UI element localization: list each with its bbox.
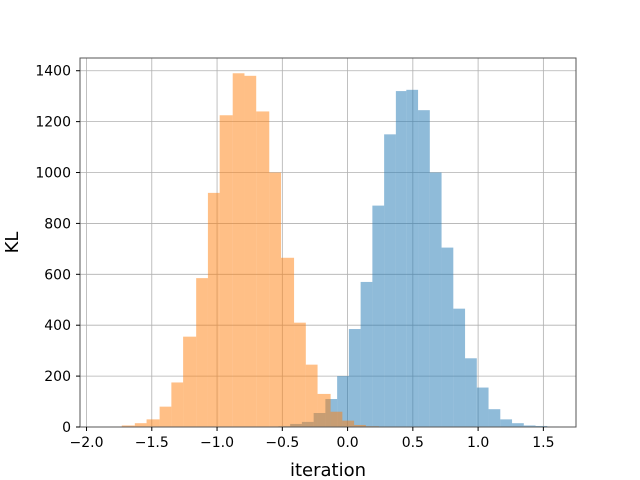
histogram-bar bbox=[488, 409, 501, 427]
x-tick-label: 0.5 bbox=[402, 435, 424, 451]
histogram-bar bbox=[342, 420, 355, 427]
histogram-bar bbox=[207, 192, 220, 427]
histogram-bar bbox=[523, 425, 536, 427]
x-tick-label: −1.0 bbox=[200, 435, 234, 451]
histogram-bar bbox=[219, 115, 233, 428]
histogram-bar bbox=[121, 425, 135, 427]
histogram-bar bbox=[465, 358, 477, 427]
histogram-bar bbox=[535, 425, 548, 427]
y-tick-label: 0 bbox=[62, 420, 71, 436]
y-tick-label: 400 bbox=[44, 318, 71, 334]
y-tick-label: 1400 bbox=[35, 64, 71, 80]
histogram-bar bbox=[337, 376, 349, 427]
histogram-bar bbox=[232, 73, 245, 427]
histogram-bar bbox=[453, 308, 466, 427]
y-tick-label: 800 bbox=[44, 216, 71, 232]
x-tick-label: −0.5 bbox=[265, 435, 299, 451]
grid-lines bbox=[80, 58, 576, 428]
histogram-bar bbox=[360, 281, 373, 427]
x-axis-label: iteration bbox=[290, 460, 366, 480]
histogram-bar bbox=[406, 89, 419, 427]
histogram-bar bbox=[500, 419, 513, 427]
x-tick-label: 1.5 bbox=[532, 435, 554, 451]
histogram-bar bbox=[418, 110, 430, 427]
histogram-bars bbox=[110, 73, 560, 428]
histogram-bar bbox=[269, 172, 282, 427]
histogram-bar bbox=[354, 424, 366, 427]
histogram-bar bbox=[348, 329, 361, 427]
histogram-bar bbox=[330, 411, 343, 427]
histogram-bar bbox=[476, 387, 489, 427]
histogram-bar bbox=[281, 257, 295, 427]
histogram-bar bbox=[384, 134, 396, 427]
axes-frame bbox=[79, 57, 577, 428]
histogram-bar bbox=[512, 423, 524, 427]
histogram-bar bbox=[159, 406, 172, 427]
histogram-bar bbox=[146, 419, 160, 427]
y-tick-label: 1200 bbox=[35, 115, 71, 131]
x-tick-label: −1.5 bbox=[135, 435, 169, 451]
histogram-bar bbox=[372, 205, 385, 427]
histogram-bar bbox=[305, 364, 318, 427]
y-tick-label: 1000 bbox=[35, 166, 71, 182]
histogram-bar bbox=[395, 91, 407, 427]
x-tick-label: 1.0 bbox=[467, 435, 489, 451]
x-tick-label: 0.0 bbox=[336, 435, 358, 451]
histogram-bar bbox=[256, 111, 270, 427]
y-tick-label: 600 bbox=[44, 267, 71, 283]
histogram-bar bbox=[134, 423, 147, 427]
y-axis-label: KL bbox=[2, 232, 23, 254]
y-tick-label: 200 bbox=[44, 369, 71, 385]
x-tick-label: −2.0 bbox=[70, 435, 104, 451]
histogram-bar bbox=[294, 322, 306, 427]
histogram-bar bbox=[171, 382, 184, 427]
tick-marks bbox=[76, 70, 544, 431]
histogram-bar bbox=[317, 393, 331, 427]
tick-labels: −2.0 −1.5 −1.0 −0.5 0.0 0.5 1.0 1.5 0 200 400 600 80… bbox=[35, 64, 554, 451]
histogram-bar bbox=[244, 75, 257, 428]
histogram-bar bbox=[183, 336, 197, 427]
histogram-bar bbox=[441, 247, 454, 427]
histogram-bar bbox=[429, 172, 442, 427]
histogram-bar bbox=[196, 278, 208, 427]
